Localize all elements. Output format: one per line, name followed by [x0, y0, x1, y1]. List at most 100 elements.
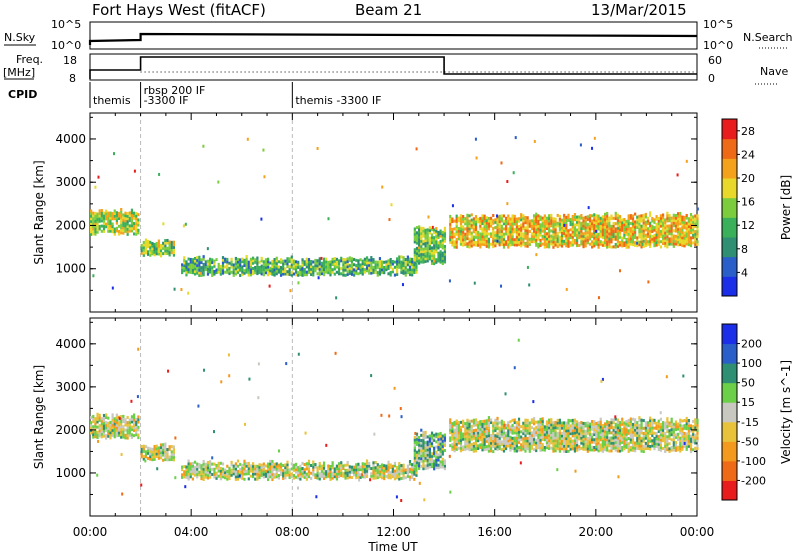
scatter-cell	[350, 468, 354, 472]
scatter-cell	[507, 439, 510, 443]
scatter-cell	[155, 244, 158, 248]
scatter-cell	[117, 433, 121, 437]
scatter-cell	[393, 477, 397, 481]
scatter-cell	[292, 262, 296, 266]
scatter-cell	[640, 229, 643, 233]
scatter-cell	[601, 434, 604, 438]
scatter-cell	[427, 215, 430, 219]
scatter-cell	[420, 433, 423, 437]
scatter-cell	[374, 268, 377, 272]
scatter-cell	[443, 436, 447, 440]
scatter-cell	[198, 271, 201, 275]
scatter-cell	[642, 218, 645, 222]
scatter-cell	[565, 424, 568, 428]
scatter-cell	[582, 221, 585, 225]
scatter-cell	[659, 422, 663, 426]
scatter-cell	[515, 233, 518, 237]
scatter-cell	[586, 215, 589, 219]
scatter-cell	[449, 240, 452, 244]
scatter-cell	[428, 226, 431, 230]
scatter-cell	[267, 467, 270, 471]
scatter-cell	[357, 462, 360, 466]
scatter-cell	[466, 418, 469, 422]
scatter-cell	[638, 217, 641, 221]
scatter-cell	[498, 426, 501, 430]
scatter-cell	[618, 439, 622, 443]
scatter-cell	[670, 239, 673, 243]
scatter-cell	[357, 465, 360, 469]
scatter-cell	[548, 229, 551, 233]
scatter-cell	[120, 417, 123, 421]
scatter-cell	[284, 466, 287, 470]
scatter-cell	[474, 449, 478, 453]
scatter-cell	[264, 268, 268, 272]
scatter-cell	[433, 254, 436, 258]
scatter-cell	[353, 263, 356, 267]
scatter-cell	[481, 237, 484, 241]
scatter-cell	[316, 474, 319, 478]
scatter-cell	[593, 223, 596, 227]
scatter-cell	[363, 462, 366, 466]
scatter-cell	[164, 447, 167, 451]
scatter-cell	[655, 426, 658, 430]
scatter-cell	[483, 230, 486, 234]
scatter-cell	[679, 211, 682, 215]
scatter-cell	[578, 427, 581, 431]
scatter-cell	[477, 233, 480, 237]
scatter-cell	[453, 444, 456, 448]
scatter-cell	[606, 232, 609, 236]
scatter-cell	[424, 231, 427, 235]
scatter-cell	[586, 444, 589, 448]
scatter-cell	[155, 241, 158, 245]
scatter-cell	[435, 458, 438, 462]
scatter-cell	[515, 225, 518, 229]
scatter-cell	[668, 240, 671, 244]
scatter-cell	[122, 216, 125, 220]
scatter-cell	[694, 446, 697, 450]
scatter-cell	[517, 224, 521, 228]
scatter-cell	[548, 434, 551, 438]
scatter-cell	[489, 232, 493, 236]
scatter-cell	[320, 264, 323, 268]
scatter-cell	[539, 228, 542, 232]
scatter-cell	[541, 242, 544, 246]
scatter-cell	[193, 259, 197, 263]
scatter-cell	[331, 268, 334, 272]
scatter-cell	[294, 462, 298, 466]
scatter-cell	[217, 268, 220, 272]
scatter-cell	[505, 439, 508, 443]
scatter-cell	[107, 227, 110, 231]
scatter-cell	[554, 228, 557, 232]
scatter-cell	[464, 440, 467, 444]
scatter-cell	[320, 467, 323, 471]
scatter-cell	[206, 259, 210, 263]
scatter-cell	[305, 260, 308, 264]
scatter-cell	[505, 426, 508, 430]
scatter-cell	[567, 213, 570, 217]
scatter-cell	[294, 268, 298, 272]
scatter-cell	[614, 214, 617, 218]
scatter-cell	[614, 237, 617, 241]
scatter-cell	[569, 445, 572, 449]
scatter-cell	[498, 235, 501, 239]
scatter-cell	[346, 468, 349, 472]
scatter-cell	[641, 242, 644, 246]
scatter-cell	[325, 262, 328, 266]
scatter-cell	[441, 259, 444, 263]
scatter-cell	[683, 437, 686, 441]
scatter-cell	[560, 431, 564, 435]
scatter-cell	[443, 459, 447, 463]
scatter-cell	[670, 425, 673, 429]
scatter-cell	[396, 270, 399, 274]
scatter-cell	[608, 421, 611, 425]
scatter-cell	[513, 243, 516, 247]
scatter-cell	[692, 440, 695, 444]
scatter-cell	[642, 434, 645, 438]
scatter-cell	[584, 223, 587, 227]
scatter-cell	[567, 444, 570, 448]
scatter-cell	[208, 270, 212, 274]
scatter-cell	[640, 447, 643, 451]
scatter-cell	[132, 421, 136, 425]
scatter-cell	[489, 224, 493, 228]
scatter-cell	[610, 439, 613, 443]
